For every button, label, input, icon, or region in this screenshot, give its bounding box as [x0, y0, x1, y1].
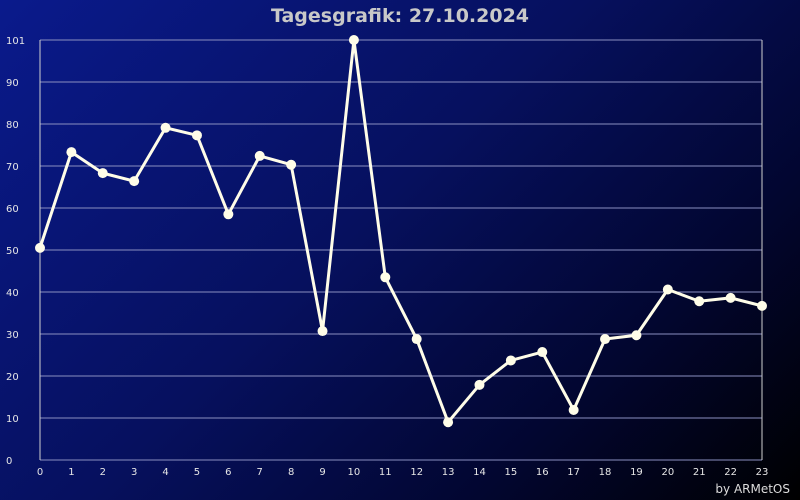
x-tick-label: 4: [162, 467, 168, 478]
data-point: [443, 417, 454, 428]
data-point: [254, 150, 265, 161]
data-point: [757, 300, 767, 311]
data-point: [66, 147, 77, 158]
x-tick-label: 20: [661, 467, 674, 478]
x-tick-label: 9: [319, 467, 325, 478]
x-tick-label: 16: [536, 467, 549, 478]
x-tick-label: 17: [567, 467, 580, 478]
data-point: [191, 130, 202, 141]
y-tick-label: 20: [6, 372, 19, 383]
y-tick-label: 70: [6, 162, 19, 173]
chart-title: Tagesgrafik: 27.10.2024: [270, 5, 530, 27]
data-point: [286, 159, 297, 170]
x-tick-label: 19: [630, 467, 643, 478]
x-tick-label: 10: [348, 467, 361, 478]
data-point: [631, 330, 642, 341]
data-point: [348, 35, 359, 45]
data-point: [411, 334, 422, 345]
y-tick-label: 80: [6, 120, 19, 131]
data-point: [223, 209, 234, 220]
x-tick-label: 18: [599, 467, 612, 478]
x-tick-label: 23: [756, 467, 769, 478]
y-tick-label: 90: [6, 78, 19, 89]
y-tick-label: 50: [6, 246, 19, 257]
x-tick-label: 8: [288, 467, 294, 478]
data-point: [97, 168, 108, 179]
series-line: [38, 38, 764, 424]
x-tick-label: 1: [68, 467, 74, 478]
x-tick-label: 12: [410, 467, 423, 478]
data-point: [694, 296, 705, 307]
x-tick-label: 0: [37, 467, 43, 478]
x-tick-label: 21: [693, 467, 706, 478]
y-tick-label: 60: [6, 204, 19, 215]
data-point: [35, 242, 45, 253]
data-point: [317, 326, 328, 337]
data-point: [380, 272, 391, 283]
data-point: [160, 122, 171, 133]
data-point: [474, 379, 485, 390]
data-point: [600, 334, 611, 345]
data-point: [725, 292, 736, 303]
data-point: [568, 405, 579, 416]
data-point: [537, 347, 548, 358]
y-tick-label: 0: [6, 456, 12, 467]
x-tick-label: 15: [505, 467, 518, 478]
x-tick-label: 13: [442, 467, 455, 478]
x-tick-label: 7: [257, 467, 263, 478]
y-tick-label: 30: [6, 330, 19, 341]
y-tick-label: 101: [6, 36, 25, 47]
x-tick-label: 11: [379, 467, 392, 478]
x-tick-label: 2: [100, 467, 106, 478]
x-tick-label: 14: [473, 467, 486, 478]
data-point: [505, 355, 516, 366]
x-tick-label: 22: [724, 467, 737, 478]
y-tick-label: 10: [6, 414, 19, 425]
data-point: [129, 176, 140, 187]
credit-text: by ARMetOS: [715, 482, 790, 496]
x-tick-label: 6: [225, 467, 231, 478]
y-tick-label: 40: [6, 288, 19, 299]
x-tick-label: 3: [131, 467, 137, 478]
x-tick-label: 5: [194, 467, 200, 478]
data-point: [662, 284, 673, 295]
